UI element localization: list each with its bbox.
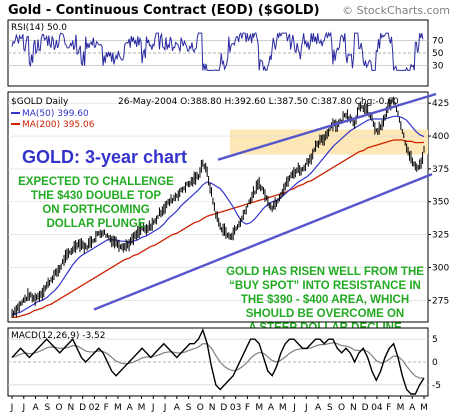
x-tick-label: S [186,403,192,413]
price-tick-label: 325 [432,231,449,241]
price-tick-label: 375 [432,165,449,175]
x-tick-label: N [67,403,74,413]
price-panel: 275 300 325 350 375 400 425 $GOLD Daily 26-May… [7,91,449,334]
quote-readout: 26-May-2004 O:388.80 H:392.60 L:387.50 C… [118,97,399,107]
x-tick-label: M [397,403,405,413]
svg-text:ON FORTHCOMING: ON FORTHCOMING [42,204,149,216]
x-tick-label: M [114,403,122,413]
svg-text:MA(50) 399.60: MA(50) 399.60 [22,109,89,119]
channel-upper-line [217,92,437,161]
x-axis: J J A S O N D 02 F M A M J J A S O N D 03 F M A M J J A S O N D 04 F M A M [10,396,428,413]
x-tick-label: D [362,403,369,413]
x-tick-label: A [32,403,39,413]
x-tick-label: 03 [230,403,241,413]
x-tick-label: A [315,403,322,413]
x-tick-label: M [420,403,428,413]
macd-tick-label: 5 [432,335,438,345]
rsi-panel: RSI(14) 50.0 70 50 30 [7,19,444,87]
x-tick-label: M [255,403,263,413]
price-tick-label: 350 [432,198,449,208]
series-label: $GOLD Daily [11,97,69,107]
macd-signal-line [11,342,424,379]
x-tick-label: O [197,403,204,413]
ma200-line [12,139,425,319]
x-tick-label: J [163,403,167,413]
x-tick-label: A [409,403,416,413]
svg-text:THE $430 DOUBLE TOP: THE $430 DOUBLE TOP [31,190,161,202]
x-tick-label: M [279,403,287,413]
chart-title: Gold - Continuous Contract (EOD) ($GOLD) [8,3,320,18]
svg-text:EXPECTED TO CHALLENGE: EXPECTED TO CHALLENGE [18,176,174,188]
price-tick-label: 425 [432,99,449,109]
x-tick-label: O [56,403,63,413]
rsi-tick-label: 30 [432,61,444,71]
x-tick-label: M [138,403,146,413]
macd-panel: 5 0 -5 MACD(12,26,9) -3.52 [7,327,441,397]
x-tick-label: 04 [371,403,383,413]
macd-line [11,328,425,395]
ma50-legend: MA(50) 399.60 [11,109,89,119]
x-tick-label: J [304,403,308,413]
x-tick-label: N [209,403,216,413]
x-tick-label: J [151,403,155,413]
price-tick-label: 400 [432,132,449,142]
x-tick-label: J [292,403,296,413]
x-tick-label: 02 [89,403,100,413]
left-annotation: EXPECTED TO CHALLENGE THE $430 DOUBLE TO… [18,176,174,230]
x-tick-label: A [268,403,275,413]
x-tick-label: A [174,403,181,413]
rsi-tick-label: 50 [432,49,444,59]
chart-label: GOLD: 3-year chart [22,147,187,167]
x-tick-label: O [338,403,345,413]
svg-text:MA(200) 395.06: MA(200) 395.06 [22,120,95,130]
x-tick-label: D [79,403,86,413]
channel-lower-line [93,173,433,311]
rsi-label: RSI(14) 50.0 [11,23,67,33]
rsi-tick-label: 70 [432,37,444,47]
macd-label: MACD(12,26,9) -3.52 [11,331,106,341]
rsi-line [11,31,424,71]
price-tick-label: 300 [432,263,449,273]
stockcharts-credit: © StockCharts.com [342,4,450,17]
x-tick-label: F [245,403,250,413]
x-tick-label: S [327,403,333,413]
ma200-legend: MA(200) 395.06 [11,120,95,130]
right-annotation: GOLD HAS RISEN WELL FROM THE “BUY SPOT” … [226,266,424,334]
x-tick-label: D [220,403,227,413]
x-tick-label: J [21,403,25,413]
ma50-line [11,115,425,316]
price-tick-label: 275 [432,296,449,306]
svg-text:GOLD HAS RISEN WELL FROM THE: GOLD HAS RISEN WELL FROM THE [226,266,424,278]
svg-text:THE $390 - $400 AREA, WHICH: THE $390 - $400 AREA, WHICH [241,294,409,306]
x-tick-label: A [127,403,134,413]
svg-text:“BUY SPOT” INTO RESISTANCE IN: “BUY SPOT” INTO RESISTANCE IN [229,280,421,292]
svg-text:SHOULD BE OVERCOME ON: SHOULD BE OVERCOME ON [246,308,404,320]
x-tick-label: J [10,403,14,413]
x-tick-label: N [350,403,357,413]
x-tick-label: F [104,403,109,413]
x-tick-label: F [386,403,391,413]
x-tick-label: S [44,403,50,413]
macd-tick-label: -5 [432,381,441,391]
macd-tick-label: 0 [432,358,438,368]
svg-text:DOLLAR PLUNGE: DOLLAR PLUNGE [46,218,145,230]
